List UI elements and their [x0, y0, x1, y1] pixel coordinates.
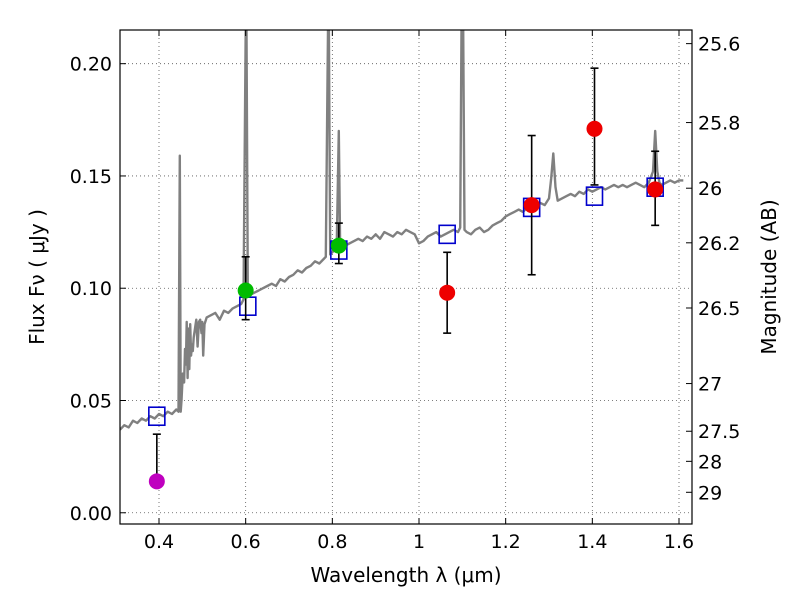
y-tick-label: 0.05 — [70, 391, 112, 413]
x-axis-label: Wavelength λ (μm) — [310, 563, 501, 587]
x-tick-label: 0.4 — [144, 531, 174, 553]
observed-point — [330, 237, 347, 254]
axis-ticks: 0.4 0.6 0.8 1 1.2 1.4 1.6 0.00 0.05 0.10 0.15 0.20 2… — [70, 30, 740, 553]
observed-series — [148, 67, 664, 490]
observed-point — [237, 282, 254, 299]
spectrum-series — [120, 30, 684, 431]
y-tick-label: 0.00 — [70, 503, 112, 525]
mag-tick-label: 29 — [698, 482, 722, 504]
y-tick-label: 0.20 — [70, 54, 112, 76]
plot-frame — [119, 29, 693, 525]
mag-tick-label: 25.6 — [698, 34, 740, 56]
grid-lines — [120, 30, 692, 524]
observed-point — [439, 284, 456, 301]
x-tick-label: 1.2 — [491, 531, 521, 553]
model-series — [148, 177, 664, 427]
mag-tick-label: 25.8 — [698, 113, 740, 135]
observed-point — [586, 120, 603, 137]
x-tick-label: 0.8 — [317, 531, 347, 553]
x-tick-label: 1.4 — [577, 531, 607, 553]
mag-tick-label: 27 — [698, 374, 722, 396]
model-point — [148, 406, 166, 427]
mag-tick-label: 26 — [698, 178, 722, 200]
x-tick-label: 1.6 — [664, 531, 694, 553]
mag-tick-label: 27.5 — [698, 421, 740, 443]
observed-point — [148, 473, 165, 490]
model-point — [438, 224, 456, 245]
observed-point — [647, 181, 664, 198]
observed-point — [523, 197, 540, 214]
mag-tick-label: 28 — [698, 451, 722, 473]
y-axis-label: Flux Fν ( μJy ) — [25, 209, 49, 345]
y-tick-label: 0.10 — [70, 278, 112, 300]
y-tick-label: 0.15 — [70, 166, 112, 188]
mag-tick-label: 26.5 — [698, 298, 740, 320]
x-tick-label: 1 — [413, 531, 425, 553]
spectrum-line — [120, 30, 684, 431]
mag-tick-label: 26.2 — [698, 233, 740, 255]
model-point — [585, 186, 604, 206]
y2-axis-label: Magnitude (AB) — [757, 199, 781, 354]
x-tick-label: 0.6 — [231, 531, 261, 553]
